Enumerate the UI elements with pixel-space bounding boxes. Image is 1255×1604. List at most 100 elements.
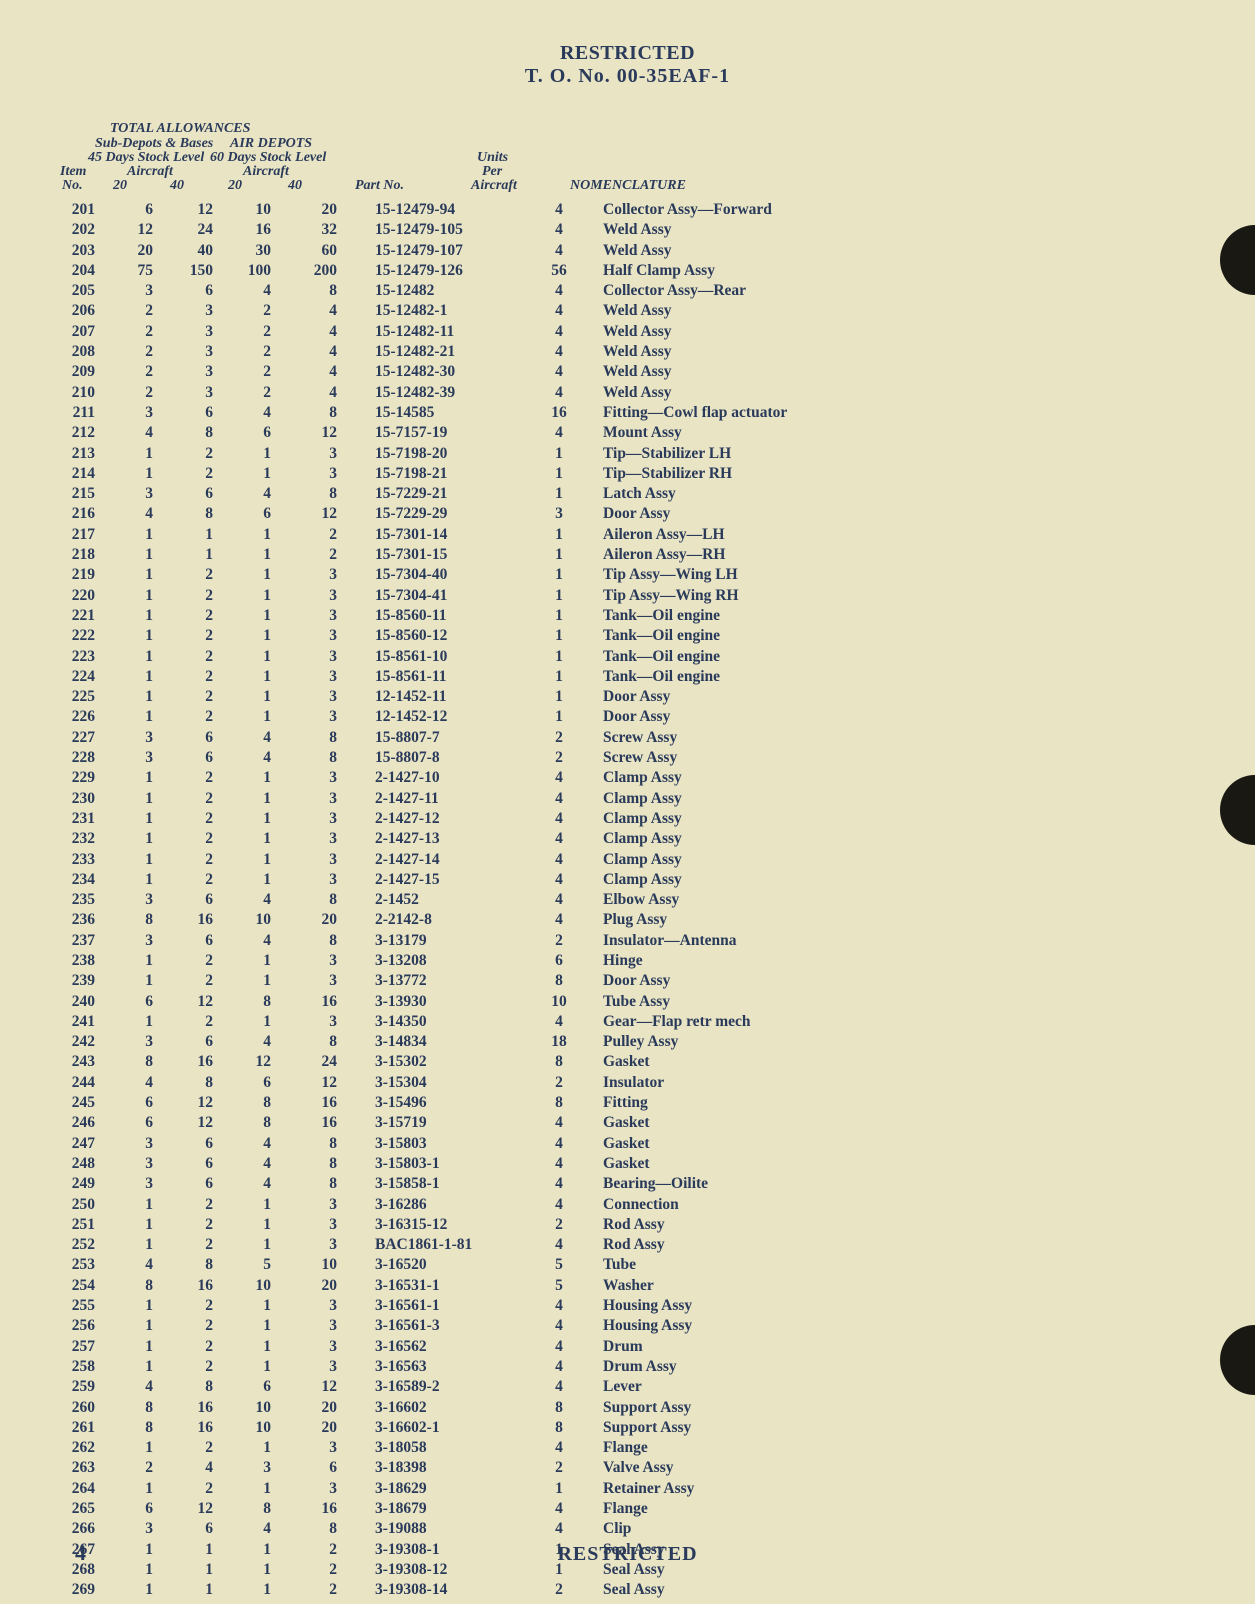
cell-20b: 1 — [221, 850, 279, 870]
cell-20b: 1 — [221, 707, 279, 727]
cell-nomen: Fitting — [595, 1093, 925, 1113]
cell-40a: 12 — [161, 1113, 221, 1133]
cell-upa: 1 — [523, 687, 595, 707]
cell-40b: 12 — [279, 504, 345, 524]
cell-20a: 4 — [103, 1073, 161, 1093]
table-row: 26324363-183982Valve Assy — [55, 1458, 925, 1478]
cell-nomen: Flange — [595, 1499, 925, 1519]
cell-40b: 8 — [279, 484, 345, 504]
hdr-partno: Part No. — [355, 179, 404, 193]
cell-40a: 2 — [161, 1296, 221, 1316]
cell-upa: 2 — [523, 1215, 595, 1235]
cell-40a: 6 — [161, 931, 221, 951]
cell-item: 210 — [55, 383, 103, 403]
cell-item: 260 — [55, 1398, 103, 1418]
cell-20b: 2 — [221, 301, 279, 321]
cell-nomen: Tip Assy—Wing LH — [595, 565, 925, 585]
cell-40a: 2 — [161, 667, 221, 687]
cell-partno: 3-19308-14 — [345, 1580, 523, 1600]
cell-20a: 6 — [103, 200, 161, 220]
table-row: 25712133-165624Drum — [55, 1337, 925, 1357]
cell-nomen: Housing Assy — [595, 1316, 925, 1336]
cell-item: 245 — [55, 1093, 103, 1113]
cell-nomen: Drum — [595, 1337, 925, 1357]
cell-partno: 3-14350 — [345, 1012, 523, 1032]
cell-item: 223 — [55, 647, 103, 667]
cell-upa: 4 — [523, 1174, 595, 1194]
cell-40a: 12 — [161, 1093, 221, 1113]
cell-item: 264 — [55, 1479, 103, 1499]
cell-nomen: Weld Assy — [595, 301, 925, 321]
cell-partno: 3-16562 — [345, 1337, 523, 1357]
hdr-airdepots: AIR DEPOTS — [230, 137, 312, 151]
cell-item: 250 — [55, 1195, 103, 1215]
cell-partno: 3-15858-1 — [345, 1174, 523, 1194]
cell-20a: 6 — [103, 1113, 161, 1133]
cell-upa: 1 — [523, 484, 595, 504]
cell-upa: 4 — [523, 1519, 595, 1539]
cell-20b: 1 — [221, 768, 279, 788]
cell-20b: 4 — [221, 890, 279, 910]
cell-partno: 15-8560-12 — [345, 626, 523, 646]
cell-nomen: Weld Assy — [595, 362, 925, 382]
cell-item: 251 — [55, 1215, 103, 1235]
cell-20b: 2 — [221, 342, 279, 362]
cell-upa: 4 — [523, 1012, 595, 1032]
cell-40a: 2 — [161, 1438, 221, 1458]
cell-40a: 2 — [161, 850, 221, 870]
cell-20b: 1 — [221, 1316, 279, 1336]
cell-40a: 2 — [161, 687, 221, 707]
cell-40b: 4 — [279, 342, 345, 362]
cell-40b: 3 — [279, 1296, 345, 1316]
cell-20b: 1 — [221, 586, 279, 606]
cell-item: 232 — [55, 829, 103, 849]
cell-upa: 5 — [523, 1255, 595, 1275]
cell-item: 227 — [55, 728, 103, 748]
cell-20b: 4 — [221, 1174, 279, 1194]
cell-nomen: Valve Assy — [595, 1458, 925, 1478]
cell-20a: 2 — [103, 1458, 161, 1478]
cell-item: 253 — [55, 1255, 103, 1275]
cell-upa: 4 — [523, 322, 595, 342]
cell-item: 256 — [55, 1316, 103, 1336]
cell-20a: 8 — [103, 1418, 161, 1438]
cell-upa: 18 — [523, 1032, 595, 1052]
cell-nomen: Insulator—Antenna — [595, 931, 925, 951]
cell-nomen: Tank—Oil engine — [595, 606, 925, 626]
cell-40a: 2 — [161, 1316, 221, 1336]
cell-40b: 3 — [279, 606, 345, 626]
cell-40a: 16 — [161, 1052, 221, 1072]
cell-item: 254 — [55, 1276, 103, 1296]
table-row: 26636483-190884Clip — [55, 1519, 925, 1539]
cell-partno: 3-13179 — [345, 931, 523, 951]
cell-20a: 1 — [103, 626, 161, 646]
cell-20b: 4 — [221, 1032, 279, 1052]
cell-upa: 2 — [523, 1458, 595, 1478]
cell-20a: 3 — [103, 484, 161, 504]
cell-nomen: Gasket — [595, 1052, 925, 1072]
cell-nomen: Housing Assy — [595, 1296, 925, 1316]
cell-upa: 4 — [523, 890, 595, 910]
cell-20a: 3 — [103, 281, 161, 301]
cell-item: 247 — [55, 1134, 103, 1154]
table-row: 2032040306015-12479-1074Weld Assy — [55, 241, 925, 261]
cell-40a: 2 — [161, 464, 221, 484]
cell-20b: 1 — [221, 951, 279, 971]
cell-40b: 3 — [279, 809, 345, 829]
cell-item: 258 — [55, 1357, 103, 1377]
table-row: 25481610203-16531-15Washer — [55, 1276, 925, 1296]
cell-40a: 2 — [161, 809, 221, 829]
cell-item: 249 — [55, 1174, 103, 1194]
hdr-c40a: 40 — [170, 179, 184, 193]
cell-upa: 1 — [523, 707, 595, 727]
cell-40b: 8 — [279, 748, 345, 768]
table-row: 225121312-1452-111Door Assy — [55, 687, 925, 707]
cell-20b: 30 — [221, 241, 279, 261]
cell-40b: 3 — [279, 1479, 345, 1499]
cell-20b: 100 — [221, 261, 279, 281]
cell-20a: 3 — [103, 728, 161, 748]
cell-nomen: Gasket — [595, 1113, 925, 1133]
cell-nomen: Tank—Oil engine — [595, 647, 925, 667]
cell-item: 236 — [55, 910, 103, 930]
cell-20a: 8 — [103, 910, 161, 930]
